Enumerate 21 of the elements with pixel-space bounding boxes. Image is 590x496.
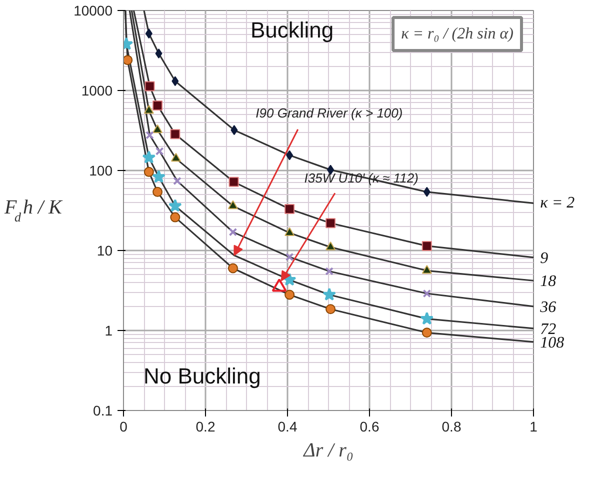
x-axis-title: Δr / r₀ bbox=[302, 440, 354, 462]
series-label: 36 bbox=[539, 298, 556, 316]
annotation: Buckling bbox=[250, 18, 334, 42]
y-tick-label: 0.1 bbox=[93, 402, 113, 418]
annotation: κ = r₀ / (2h sin α) bbox=[401, 26, 514, 42]
y-tick-label: 1 bbox=[104, 322, 113, 338]
annotation: No Buckling bbox=[144, 364, 261, 388]
x-tick-label: 0.2 bbox=[196, 418, 216, 434]
x-tick-label: 0.4 bbox=[278, 418, 298, 434]
annotation: I90 Grand River (κ > 100) bbox=[256, 105, 403, 120]
series-label: 9 bbox=[540, 250, 548, 267]
series-label: κ = 2 bbox=[540, 194, 575, 212]
y-tick-label: 10 bbox=[96, 242, 113, 258]
y-tick-label: 1000 bbox=[81, 82, 113, 98]
x-tick-label: 0.8 bbox=[442, 418, 462, 434]
y-tick-label: 100 bbox=[89, 162, 113, 178]
series-label: 18 bbox=[540, 273, 556, 290]
x-tick-label: 0 bbox=[120, 418, 128, 434]
x-tick-label: 0.6 bbox=[360, 418, 380, 434]
y-tick-label: 10000 bbox=[74, 2, 113, 18]
x-tick-label: 1 bbox=[530, 418, 538, 434]
